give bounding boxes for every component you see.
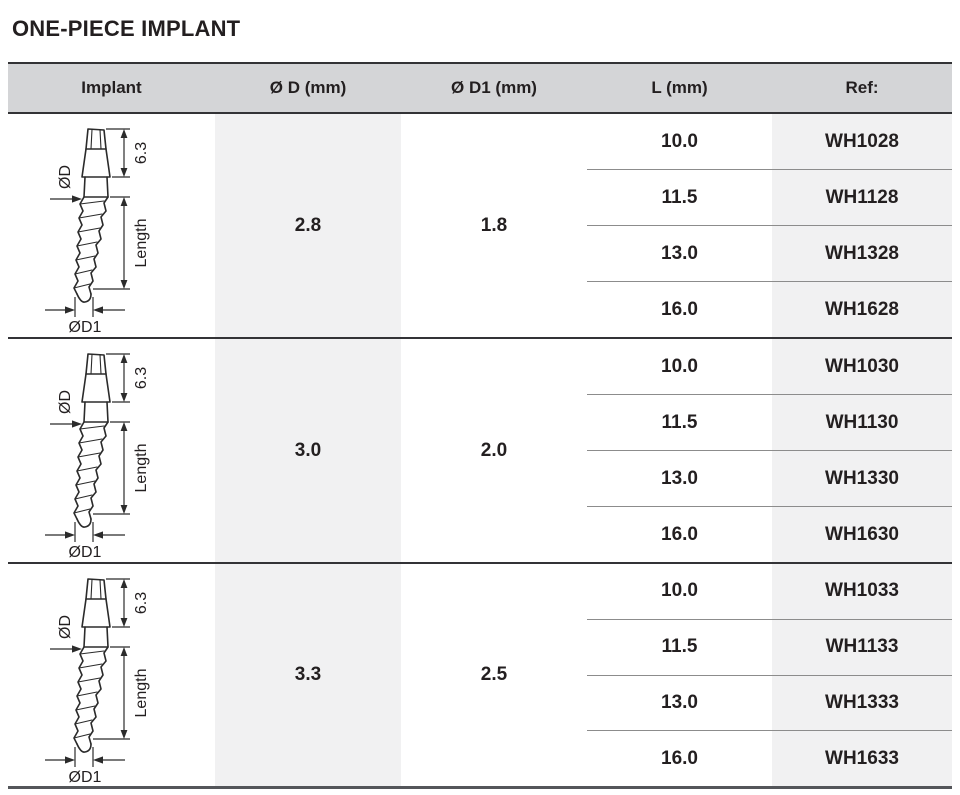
dim-label-length: Length xyxy=(133,444,150,493)
dimension-lines xyxy=(45,577,130,767)
table-header-row: Implant Ø D (mm) Ø D1 (mm) L (mm) Ref: xyxy=(8,62,952,114)
header-implant: Implant xyxy=(81,78,142,97)
dim-label-d1: ØD1 xyxy=(69,769,102,786)
dim-label-6-3: 6.3 xyxy=(133,142,150,164)
table-row: 16.0 WH1628 xyxy=(587,281,952,337)
table-row: 13.0 WH1330 xyxy=(587,450,952,506)
length-value: 13.0 xyxy=(587,675,772,731)
header-ref: Ref: xyxy=(845,78,879,97)
implant-diagram-cell: 6.3 ØD Length ØD1 xyxy=(8,564,215,786)
d-value: 3.0 xyxy=(215,339,401,562)
dim-label-6-3: 6.3 xyxy=(133,591,150,613)
ref-value: WH1030 xyxy=(772,339,952,394)
dimension-arrowheads xyxy=(65,129,128,314)
ref-value: WH1628 xyxy=(772,282,952,337)
length-value: 11.5 xyxy=(587,170,772,225)
table-row: 11.5 WH1130 xyxy=(587,394,952,450)
table-row: 16.0 WH1633 xyxy=(587,730,952,786)
length-value: 16.0 xyxy=(587,507,772,562)
table-row: 10.0 WH1030 xyxy=(587,339,952,394)
ref-value: WH1328 xyxy=(772,226,952,281)
length-value: 10.0 xyxy=(587,114,772,169)
length-value: 13.0 xyxy=(587,226,772,281)
length-value: 16.0 xyxy=(587,731,772,786)
dimension-lines xyxy=(45,128,130,317)
ref-value: WH1028 xyxy=(772,114,952,169)
dim-label-length: Length xyxy=(133,668,150,717)
length-ref-subrows: 10.0 WH1033 11.5 WH1133 13.0 WH1333 16.0… xyxy=(587,564,952,786)
length-ref-subrows: 10.0 WH1028 11.5 WH1128 13.0 WH1328 16.0… xyxy=(587,114,952,337)
dim-label-d: ØD xyxy=(57,165,74,189)
dim-label-d1: ØD1 xyxy=(69,319,102,336)
length-value: 10.0 xyxy=(587,339,772,394)
table-row: 16.0 WH1630 xyxy=(587,506,952,562)
d1-value: 2.5 xyxy=(401,564,587,786)
implant-spec-table: Implant Ø D (mm) Ø D1 (mm) L (mm) Ref: xyxy=(8,62,952,789)
table-row: 11.5 WH1128 xyxy=(587,169,952,225)
table-row: 10.0 WH1033 xyxy=(587,564,952,619)
table-row: 10.0 WH1028 xyxy=(587,114,952,169)
table-row: 11.5 WH1133 xyxy=(587,618,952,675)
ref-value: WH1330 xyxy=(772,451,952,506)
ref-value: WH1630 xyxy=(772,507,952,562)
dim-label-d: ØD xyxy=(57,615,74,639)
ref-value: WH1133 xyxy=(772,619,952,675)
implant-diagram: 6.3 ØD Length ØD1 xyxy=(45,577,150,786)
dim-label-6-3: 6.3 xyxy=(133,367,150,389)
dim-label-d1: ØD1 xyxy=(69,544,102,561)
d-value: 3.3 xyxy=(215,564,401,786)
implant-group-row: 6.3 ØD Length ØD1 3.0 2.0 10.0 WH1030 11… xyxy=(8,339,952,564)
ref-value: WH1633 xyxy=(772,731,952,786)
d-value: 2.8 xyxy=(215,114,401,337)
implant-diagram: 6.3 ØD Length ØD1 xyxy=(45,128,150,336)
length-ref-subrows: 10.0 WH1030 11.5 WH1130 13.0 WH1330 16.0… xyxy=(587,339,952,562)
header-diameter-d1: Ø D1 (mm) xyxy=(451,78,537,97)
length-value: 10.0 xyxy=(587,564,772,619)
table-row: 13.0 WH1333 xyxy=(587,674,952,731)
dim-label-d: ØD xyxy=(57,390,74,414)
dimension-lines xyxy=(45,353,130,542)
page-title: ONE-PIECE IMPLANT xyxy=(12,16,241,41)
implant-diagram-cell: 6.3 ØD Length ØD1 xyxy=(8,114,215,337)
ref-value: WH1333 xyxy=(772,675,952,731)
length-value: 11.5 xyxy=(587,395,772,450)
ref-value: WH1128 xyxy=(772,170,952,225)
header-length: L (mm) xyxy=(651,78,708,97)
table-row: 13.0 WH1328 xyxy=(587,225,952,281)
header-diameter-d: Ø D (mm) xyxy=(269,78,347,97)
implant-diagram: 6.3 ØD Length ØD1 xyxy=(45,353,150,561)
d1-value: 2.0 xyxy=(401,339,587,562)
implant-diagram-cell: 6.3 ØD Length ØD1 xyxy=(8,339,215,562)
implant-group-row: 6.3 ØD Length ØD1 2.8 1.8 10.0 WH1028 11… xyxy=(8,114,952,339)
ref-value: WH1130 xyxy=(772,395,952,450)
length-value: 11.5 xyxy=(587,619,772,675)
dimension-arrowheads xyxy=(65,578,128,764)
ref-value: WH1033 xyxy=(772,564,952,619)
implant-group-row: 6.3 ØD Length ØD1 3.3 2.5 10.0 WH1033 11… xyxy=(8,564,952,789)
dim-label-length: Length xyxy=(133,219,150,268)
length-value: 16.0 xyxy=(587,282,772,337)
d1-value: 1.8 xyxy=(401,114,587,337)
dimension-arrowheads xyxy=(65,354,128,539)
length-value: 13.0 xyxy=(587,451,772,506)
